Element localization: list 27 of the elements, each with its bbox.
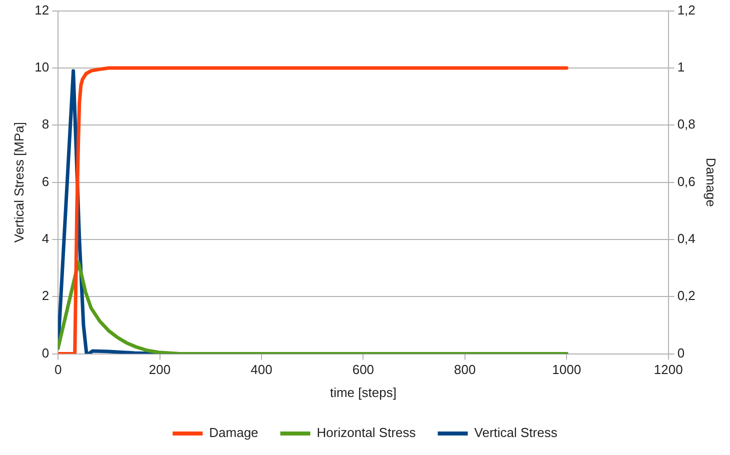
y-tick-label: 12 bbox=[34, 2, 50, 18]
y2-tick-label: 0 bbox=[677, 345, 685, 360]
y-tick-label: 8 bbox=[42, 116, 50, 132]
x-tick-label: 600 bbox=[352, 362, 374, 378]
y2-tick-label: 0,2 bbox=[677, 288, 696, 304]
y2-tick-label: 0,4 bbox=[677, 231, 696, 246]
x-tick-label: 800 bbox=[454, 362, 476, 378]
x-tick-label: 200 bbox=[148, 362, 171, 378]
x-tick-label: 1000 bbox=[552, 362, 582, 378]
legend-label: Horizontal Stress bbox=[316, 425, 416, 440]
x-tick-label: 1200 bbox=[654, 362, 683, 378]
y-axis-title: Vertical Stress [MPa] bbox=[11, 122, 26, 243]
y2-tick-label: 1,2 bbox=[677, 2, 696, 18]
x-tick-label: 400 bbox=[250, 362, 272, 378]
x-tick-label: 0 bbox=[54, 362, 62, 378]
y-tick-label: 2 bbox=[42, 288, 50, 304]
legend-label: Vertical Stress bbox=[474, 425, 558, 440]
y2-tick-label: 0,8 bbox=[677, 116, 696, 132]
y2-tick-label: 0,6 bbox=[677, 174, 696, 189]
y2-axis-title: Damage bbox=[704, 158, 719, 207]
x-axis-title: time [steps] bbox=[330, 384, 396, 400]
y-tick-label: 0 bbox=[42, 345, 50, 360]
y-tick-label: 6 bbox=[42, 174, 50, 189]
legend-label: Damage bbox=[209, 425, 258, 440]
y2-tick-label: 1 bbox=[677, 60, 685, 75]
y-tick-label: 4 bbox=[42, 231, 50, 246]
y-tick-label: 10 bbox=[34, 60, 50, 75]
